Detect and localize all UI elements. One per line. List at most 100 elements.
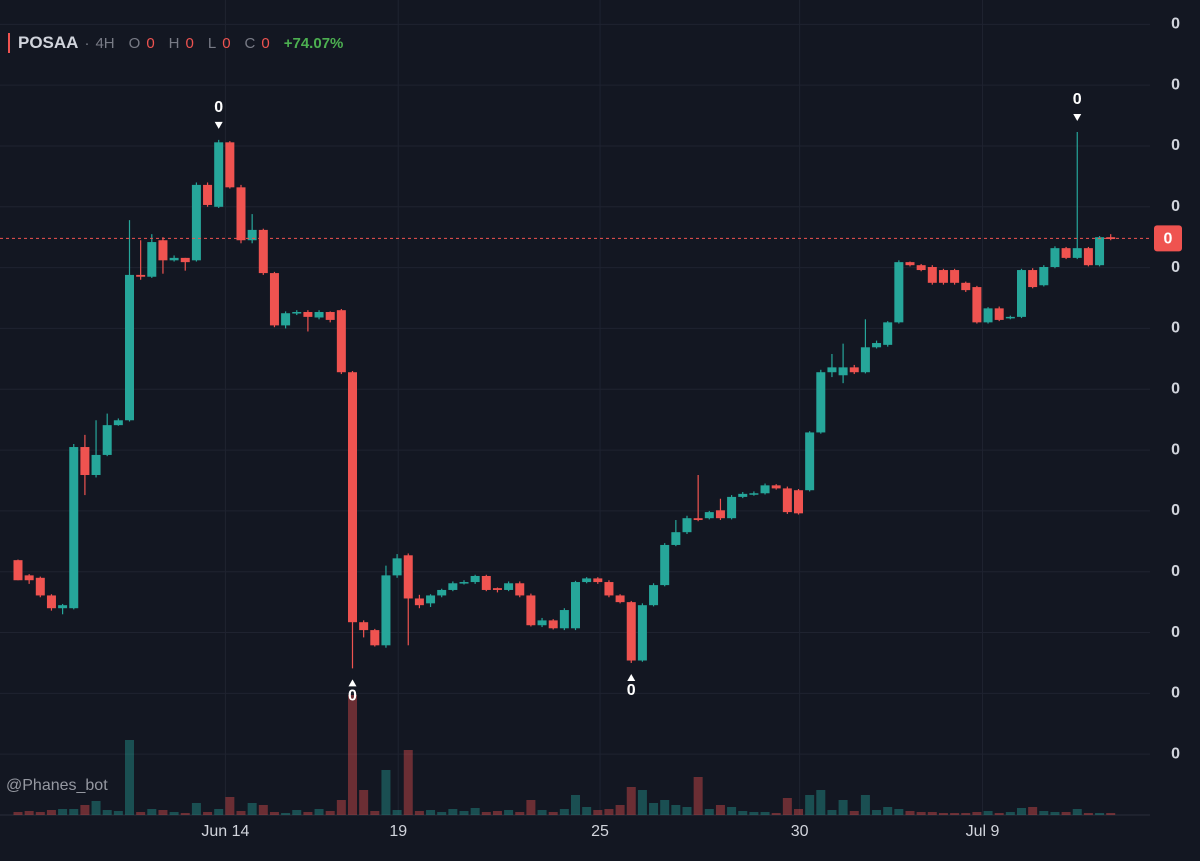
candle-body xyxy=(46,595,56,609)
candle-body xyxy=(203,184,213,205)
candle-body xyxy=(526,595,536,626)
candle-body xyxy=(626,602,636,661)
y-tick-label: 0 xyxy=(1171,16,1180,33)
candle-body xyxy=(325,312,335,320)
last-price-label: 0 xyxy=(1164,231,1173,248)
candle-body xyxy=(715,510,725,519)
volume-bar xyxy=(203,812,213,815)
marker-arrow xyxy=(214,121,223,129)
candle-body xyxy=(515,583,525,596)
candle-body xyxy=(738,493,748,497)
candle-body xyxy=(649,585,659,606)
volume-bar xyxy=(46,810,56,815)
y-tick-label: 0 xyxy=(1171,685,1180,702)
candle-body xyxy=(615,595,625,603)
volume-bar xyxy=(169,812,179,815)
candle-body xyxy=(136,274,146,277)
o-value: 0 xyxy=(146,34,155,52)
candle-body xyxy=(91,454,101,476)
marker-arrow xyxy=(348,679,357,687)
candle-body xyxy=(180,257,190,263)
candle-body xyxy=(24,575,34,581)
candle-body xyxy=(1072,248,1082,258)
candle-body xyxy=(983,308,993,323)
candle-body xyxy=(872,343,882,348)
candle-body xyxy=(158,240,168,261)
x-tick-label: Jul 9 xyxy=(966,823,1000,840)
candle-body xyxy=(559,610,569,629)
marker-label: 0 xyxy=(627,682,636,699)
volume-bar xyxy=(336,800,346,815)
volume-bar xyxy=(805,795,815,815)
volume-bar xyxy=(158,810,168,815)
x-tick-label: 19 xyxy=(389,823,407,840)
volume-bar xyxy=(604,809,614,815)
candle-body xyxy=(1017,270,1026,317)
volume-bar xyxy=(860,795,870,815)
candle-body xyxy=(1050,248,1060,268)
y-tick-label: 0 xyxy=(1171,76,1180,93)
volume-bar xyxy=(414,811,424,815)
volume-bar xyxy=(35,812,45,815)
volume-bar xyxy=(403,750,413,815)
volume-bar xyxy=(559,809,569,815)
candle-body xyxy=(314,312,324,318)
marker-arrow xyxy=(627,673,636,681)
candle-body xyxy=(849,367,859,373)
volume-bar xyxy=(671,805,681,815)
volume-bar xyxy=(883,807,893,815)
volume-bar xyxy=(994,813,1004,815)
volume-bar xyxy=(1005,812,1015,815)
volume-bar xyxy=(1039,811,1049,815)
volume-bar xyxy=(872,810,882,815)
volume-bar xyxy=(738,811,748,815)
volume-bar xyxy=(760,812,770,815)
candle-body xyxy=(481,575,491,590)
marker-label: 0 xyxy=(214,99,223,116)
watermark: @Phanes_bot xyxy=(6,777,108,794)
volume-bar xyxy=(1072,809,1082,815)
candle-body xyxy=(1028,270,1038,288)
volume-bar xyxy=(593,810,603,815)
candle-body xyxy=(593,578,603,583)
volume-bar xyxy=(537,810,547,815)
y-tick-label: 0 xyxy=(1171,320,1180,337)
candle-body xyxy=(537,620,547,626)
x-tick-label: 25 xyxy=(591,823,609,840)
candle-body xyxy=(292,312,302,314)
candle-body xyxy=(426,595,436,604)
candle-body xyxy=(838,367,848,376)
candle-body xyxy=(860,347,870,373)
candle-body xyxy=(782,488,792,513)
symbol[interactable]: POSAA xyxy=(18,33,79,52)
candle-body xyxy=(704,512,714,519)
volume-bar xyxy=(314,809,324,815)
volume-bar xyxy=(359,790,369,815)
interval[interactable]: 4H xyxy=(95,34,115,52)
candle-body xyxy=(214,142,224,207)
volume-bar xyxy=(448,809,458,815)
candle-body xyxy=(994,308,1004,320)
volume-bar xyxy=(102,810,112,815)
candle-body xyxy=(348,372,357,623)
volume-bar xyxy=(838,800,848,815)
candle-body xyxy=(883,322,893,345)
candle-body xyxy=(660,544,670,586)
volume-bar xyxy=(938,813,948,815)
volume-bar xyxy=(1028,807,1038,815)
volume-bar xyxy=(794,809,803,815)
y-tick-label: 0 xyxy=(1171,198,1180,215)
volume-bar xyxy=(392,810,402,815)
candle-body xyxy=(113,420,123,426)
dot: · xyxy=(84,34,90,52)
candle-body xyxy=(58,605,68,609)
candle-body xyxy=(80,447,90,476)
candle-body xyxy=(816,372,826,433)
candle-body xyxy=(448,583,458,590)
candle-body xyxy=(637,605,647,661)
volume-bar xyxy=(269,812,279,815)
candle-body xyxy=(370,630,380,646)
candle-body xyxy=(582,578,592,583)
c-label: C xyxy=(244,34,256,52)
